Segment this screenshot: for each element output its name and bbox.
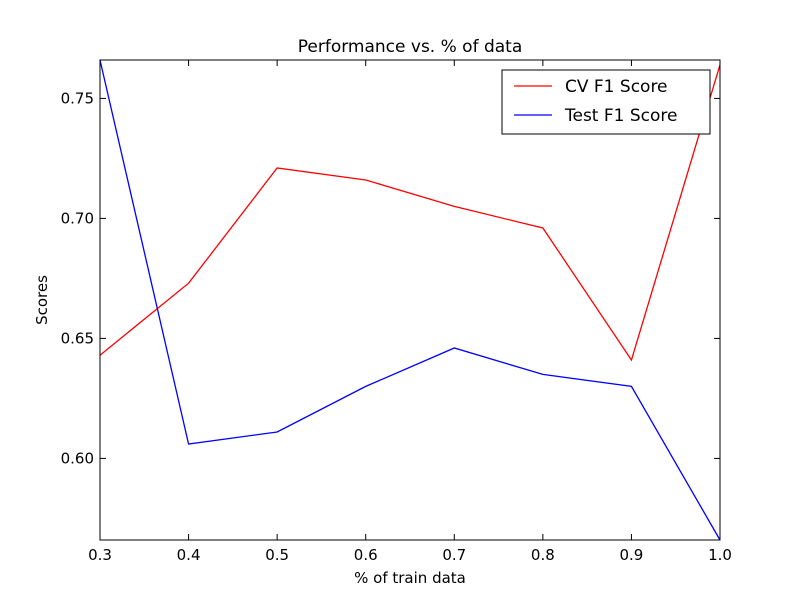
chart-title: Performance vs. % of data (298, 37, 523, 57)
y-tick-label: 0.60 (61, 449, 94, 467)
series-line-test-f1-score (99, 59, 721, 541)
x-tick-label: 0.6 (354, 546, 378, 564)
legend: CV F1 Score Test F1 Score (501, 69, 711, 135)
x-tick-label: 0.3 (88, 546, 112, 564)
y-axis-label: Scores (33, 275, 51, 325)
x-tick-label: 0.5 (265, 546, 289, 564)
x-tick-label: 1.0 (708, 546, 732, 564)
series-layer (99, 59, 721, 541)
y-tick-label: 0.75 (61, 89, 94, 107)
x-axis-label: % of train data (354, 569, 466, 587)
plot-area-frame (99, 59, 721, 541)
y-tick-label: 0.70 (61, 209, 94, 227)
legend-label-test-f1: Test F1 Score (564, 106, 678, 126)
y-tick-label: 0.65 (61, 329, 94, 347)
ticks-layer: 0.3 0.4 0.5 0.6 0.7 0.8 0.9 1.0 0.60 0.65 0.70 0.75 (61, 60, 732, 564)
x-tick-label: 0.7 (442, 546, 466, 564)
x-tick-label: 0.8 (531, 546, 555, 564)
series-line-cv-f1-score (99, 64, 721, 362)
x-tick-label: 0.9 (619, 546, 643, 564)
x-tick-label: 0.4 (177, 546, 201, 564)
legend-box (501, 69, 711, 135)
legend-label-cv-f1: CV F1 Score (565, 77, 668, 97)
